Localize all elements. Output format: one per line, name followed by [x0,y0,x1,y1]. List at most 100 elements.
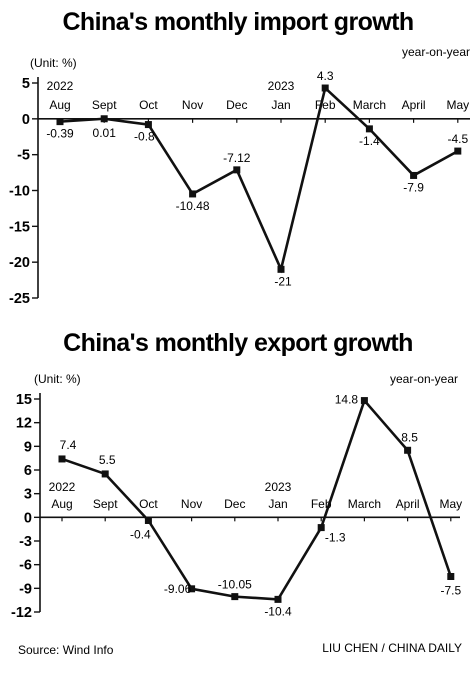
import-point [189,190,197,198]
export-chart-title: China's monthly export growth [63,329,413,357]
import-data-label: -10.48 [176,199,210,213]
export-year-label: 2023 [265,480,292,494]
export-category-label: May [439,497,462,511]
export-point [58,455,66,463]
export-point [317,524,325,532]
import-data-labels: -0.39 0.01 -0.8 -10.48 -7.12 -21 4.3 -1.4 -7.9 -4… [46,69,468,288]
export-series-line [61,398,453,601]
import-measure-note: year-on-year [402,45,470,59]
export-data-label: 14.8 [335,393,359,407]
import-data-label: -4.5 [447,132,468,146]
export-axes: 15 12 9 6 3 0 -3 -6 -9 -12 [11,392,460,621]
import-category-label: Aug [49,98,70,112]
import-category-label: April [402,98,426,112]
import-category-labels: Aug Sept Oct Nov Dec Jan Feb March April May 2022 2… [47,79,469,112]
export-category-label: Nov [181,497,202,511]
export-point [101,470,109,478]
export-y-tick-label: -6 [19,558,32,574]
export-point [274,595,282,603]
import-point [144,121,152,129]
import-data-label: -21 [274,274,292,288]
export-point [231,593,239,601]
export-y-tick-label: -3 [19,534,32,550]
import-series-line [59,85,459,274]
import-data-label: 4.3 [317,69,334,83]
export-category-label: March [348,497,381,511]
import-point [321,84,329,92]
export-data-labels: 7.4 5.5 -0.4 -9.06 -10.05 -10.4 -1.3 14.8 8.5 -7.… [60,393,462,619]
export-data-label: -10.05 [218,578,252,592]
import-category-label: Feb [315,98,336,112]
import-point [233,166,241,174]
export-y-tick-label: -12 [11,605,32,621]
import-points [56,84,462,273]
export-y-tick-label: 6 [24,463,32,479]
export-measure-note: year-on-year [390,372,458,386]
export-y-tick-label: 9 [24,439,32,455]
import-data-label: 0.01 [93,126,117,140]
import-category-label: May [446,98,469,112]
export-y-tick-label: -9 [19,581,32,597]
import-point [365,125,373,133]
import-unit-note: (Unit: %) [30,56,77,70]
import-point [454,147,462,155]
import-data-label: -7.9 [403,180,424,194]
export-unit-note: (Unit: %) [34,372,81,386]
export-category-label: Dec [224,497,245,511]
import-category-label: March [353,98,386,112]
import-category-label: Dec [226,98,247,112]
export-point [144,516,152,524]
export-category-label: Jan [268,497,287,511]
export-series [61,398,453,601]
import-y-tick-label: 0 [22,112,30,128]
import-y-tick-label: -20 [9,255,30,271]
import-series [59,85,459,274]
export-chart: China's monthly export growth (Unit: %) … [11,329,462,621]
export-point [188,585,196,593]
export-data-label: -9.06 [164,582,192,596]
export-y-tick-label: 15 [16,392,32,408]
export-category-label: Aug [51,497,72,511]
import-data-label: -0.8 [134,130,155,144]
export-category-label: Oct [139,497,158,511]
import-year-label: 2022 [47,79,74,93]
import-y-tick-label: -5 [17,148,30,164]
import-category-label: Nov [182,98,203,112]
export-y-tick-label: 3 [24,487,32,503]
export-data-label: 7.4 [60,438,77,452]
export-point [447,573,455,580]
import-y-tick-label: -25 [9,291,30,307]
import-y-tick-label: 5 [22,76,30,92]
import-point [100,115,108,123]
export-data-label: -10.4 [264,604,292,618]
import-year-label: 2023 [268,79,295,93]
import-point [277,265,285,273]
source-note: Source: Wind Info [18,643,114,657]
export-y-tick-label: 12 [16,416,32,432]
export-data-label: -1.3 [325,531,346,545]
import-category-label: Sept [92,98,117,112]
export-data-label: -0.4 [130,527,151,541]
export-data-label: -7.5 [440,584,461,598]
export-category-label: April [396,497,420,511]
import-category-label: Jan [271,98,290,112]
import-y-tick-label: -15 [9,219,30,235]
import-y-tick-label: -10 [9,184,30,200]
export-data-label: 8.5 [401,430,418,444]
import-data-label: -1.4 [359,134,380,148]
import-chart: China's monthly import growth (Unit: %) … [9,8,470,307]
export-year-label: 2022 [49,480,76,494]
import-chart-title: China's monthly import growth [62,8,413,36]
export-points [58,397,455,603]
import-point [56,118,64,126]
export-y-tick-label: 0 [24,510,32,526]
export-data-label: 5.5 [99,453,116,467]
import-category-label: Oct [139,98,158,112]
export-point [360,397,368,405]
import-data-label: -7.12 [223,151,251,165]
export-category-label: Feb [311,497,332,511]
export-category-labels: Aug Sept Oct Nov Dec Jan Feb March April May 2022 2… [49,480,462,511]
import-data-label: -0.39 [46,127,74,141]
export-point [404,446,412,454]
export-category-label: Sept [93,497,118,511]
